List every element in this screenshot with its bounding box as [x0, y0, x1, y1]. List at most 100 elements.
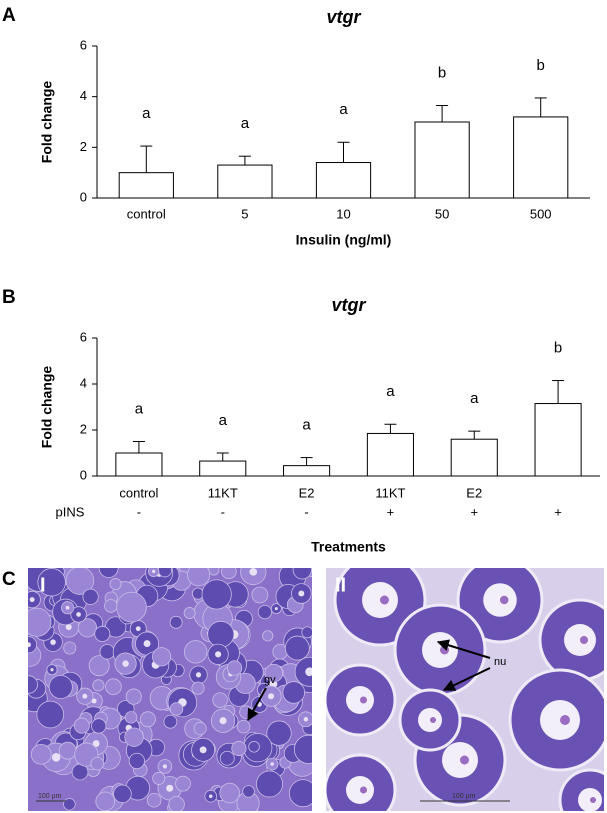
cell	[292, 568, 312, 580]
nucleolus	[440, 645, 449, 655]
nucleolus	[360, 696, 367, 704]
nucleus	[267, 693, 275, 700]
cell	[289, 779, 312, 808]
nucleus	[270, 762, 274, 766]
y-axis-label: Fold change	[39, 81, 55, 164]
bar	[199, 460, 247, 477]
row-value: -	[304, 504, 308, 519]
bar	[315, 162, 372, 199]
cell	[104, 599, 118, 613]
nucleolus	[500, 595, 509, 605]
cells	[28, 568, 312, 811]
cell	[282, 681, 306, 704]
cell	[116, 591, 147, 623]
cell	[251, 586, 269, 604]
cell	[94, 625, 111, 642]
nucleus	[195, 672, 202, 678]
y-tick-label: 4	[80, 88, 87, 103]
cell	[191, 681, 205, 695]
nucleus	[28, 642, 31, 648]
x-axis-label: Insulin (ng/ml)	[296, 232, 392, 248]
cell	[82, 588, 99, 605]
micrograph-label: II	[335, 574, 346, 596]
y-tick-label: 6	[80, 37, 87, 52]
cell	[128, 752, 145, 770]
row-label: pINS	[56, 504, 85, 519]
nucleus	[65, 605, 70, 610]
nucleus	[215, 651, 222, 658]
cell	[36, 700, 65, 729]
row-value: +	[387, 504, 395, 519]
cell	[257, 604, 272, 620]
cell	[193, 721, 207, 735]
cell	[226, 660, 243, 676]
nucleus	[65, 624, 72, 631]
nucleolus	[360, 786, 367, 794]
row-value: -	[137, 504, 141, 519]
bar	[414, 121, 470, 199]
row-value: -	[221, 504, 225, 519]
row-value: +	[470, 504, 478, 519]
significance-letter: a	[142, 105, 151, 122]
y-tick-label: 2	[80, 139, 87, 154]
y-axis-label: Fold change	[39, 366, 55, 449]
cell	[169, 615, 183, 629]
cell	[163, 714, 178, 729]
significance-letter: b	[438, 65, 446, 82]
nucleus	[152, 569, 156, 573]
cell	[212, 692, 228, 708]
nucleus	[50, 668, 54, 672]
nucleus	[166, 784, 174, 792]
nucleus	[91, 698, 97, 704]
nucleus	[76, 612, 81, 617]
x-tick-label: control	[119, 485, 158, 500]
cell	[293, 734, 312, 764]
x-tick-label: 11KT	[375, 485, 405, 500]
nucleolus	[560, 715, 570, 725]
cell	[30, 744, 52, 765]
cell	[139, 711, 156, 728]
cell	[152, 771, 166, 785]
cell	[124, 727, 144, 747]
micrograph-annotation: nu	[494, 656, 506, 668]
chart-title: vtgr	[331, 295, 366, 315]
cell	[77, 618, 98, 638]
cell	[208, 568, 220, 576]
significance-letter: a	[339, 101, 348, 118]
significance-letter: a	[302, 417, 311, 434]
significance-letter: b	[554, 340, 562, 357]
nucleus	[219, 717, 227, 725]
nucleus	[29, 597, 35, 603]
cell	[105, 678, 122, 696]
nucleus	[199, 746, 207, 754]
cell	[48, 674, 73, 700]
cell	[240, 568, 267, 585]
cell	[231, 740, 247, 757]
cell	[99, 644, 115, 660]
cell	[91, 718, 107, 734]
x-tick-label: 500	[530, 206, 552, 221]
nucleus	[135, 626, 141, 632]
nucleus	[208, 794, 213, 798]
nucleus	[578, 788, 602, 811]
micrograph-label: I	[40, 574, 46, 596]
x-axis-label: Treatments	[311, 539, 386, 555]
cell	[28, 636, 38, 654]
y-tick-label: 0	[80, 189, 87, 204]
nucleolus	[590, 797, 596, 803]
y-tick-label: 0	[80, 467, 87, 482]
x-tick-label: 11KT	[208, 485, 238, 500]
cell	[183, 607, 196, 619]
x-tick-label: 5	[241, 206, 248, 221]
panel-label: B	[2, 287, 16, 308]
cell	[63, 641, 77, 655]
cell	[124, 711, 138, 724]
cell	[168, 796, 185, 811]
nucleus	[122, 660, 129, 667]
panel-label: A	[2, 5, 16, 26]
y-tick-label: 2	[80, 421, 87, 436]
cell	[262, 630, 274, 642]
cell	[28, 675, 38, 694]
x-tick-label: 10	[336, 206, 350, 221]
